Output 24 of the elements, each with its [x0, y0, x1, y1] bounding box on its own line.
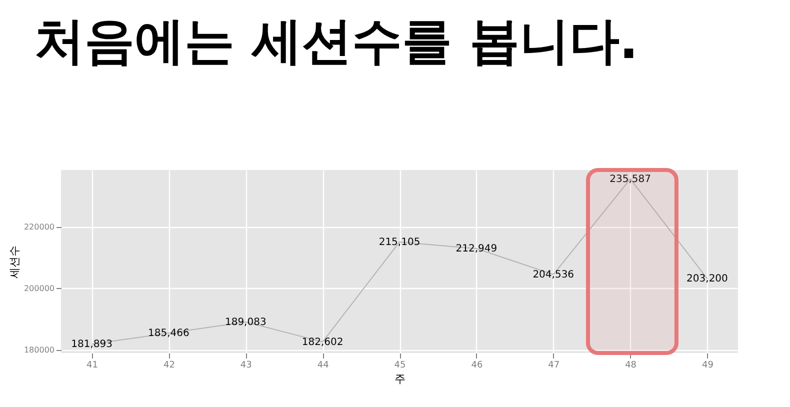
x-tick-label: 48 [625, 360, 637, 370]
text: 204,536 [532, 269, 574, 280]
x-tick-label: 42 [163, 360, 175, 370]
x-tick-label: 46 [471, 360, 483, 370]
x-tick-label: 44 [317, 360, 330, 370]
x-tick-label: 47 [548, 360, 560, 370]
x-axis-title: 주 [394, 374, 406, 386]
x-tick-label: 43 [240, 360, 252, 370]
x-tick-label: 49 [702, 360, 714, 370]
y-axis-title: 세션수 [8, 246, 21, 278]
x-tick-label: 41 [86, 360, 98, 370]
text: 189,083 [224, 316, 266, 328]
text: 203,200 [686, 274, 728, 285]
text: 182,602 [302, 336, 344, 348]
text: 215,105 [378, 236, 420, 248]
y-tick-label: 220000 [24, 222, 54, 232]
text: 235,587 [610, 174, 651, 185]
y-tick-label: 200000 [24, 284, 54, 293]
y-tick-label: 180000 [24, 345, 54, 354]
text: 185,466 [148, 328, 190, 340]
text: 212,949 [456, 244, 498, 255]
text: 181,893 [71, 339, 112, 350]
chart-title: 처음에는 세션수를 봅니다. [34, 12, 638, 70]
x-tick-label: 45 [394, 360, 406, 370]
